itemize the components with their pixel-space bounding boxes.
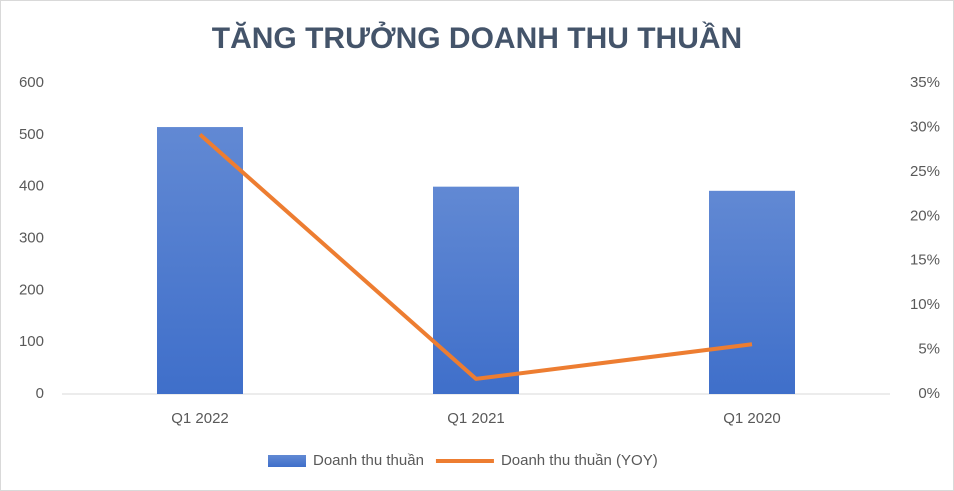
y2-tick-label: 0% — [918, 385, 940, 402]
y2-tick-label: 10% — [910, 296, 940, 313]
x-tick-label: Q1 2021 — [447, 410, 505, 427]
y-tick-label: 300 — [19, 229, 44, 246]
bar — [709, 190, 795, 394]
x-tick-label: Q1 2020 — [723, 410, 781, 427]
legend-swatch — [268, 455, 306, 467]
legend-label: Doanh thu thuần — [313, 452, 424, 469]
x-tick-label: Q1 2022 — [171, 410, 229, 427]
y-tick-label: 500 — [19, 126, 44, 143]
y2-tick-label: 30% — [910, 118, 940, 135]
y-tick-label: 200 — [19, 281, 44, 298]
line — [198, 133, 753, 381]
y-tick-label: 400 — [19, 178, 44, 195]
y2-tick-label: 5% — [918, 341, 940, 358]
y2-tick-label: 15% — [910, 252, 940, 269]
y2-tick-label: 35% — [910, 74, 940, 91]
y-tick-label: 100 — [19, 333, 44, 350]
bar — [433, 186, 519, 394]
bar — [157, 127, 243, 394]
y-tick-label: 600 — [19, 74, 44, 91]
y2-tick-label: 20% — [910, 207, 940, 224]
y-tick-label: 0 — [36, 385, 44, 402]
y2-tick-label: 25% — [910, 163, 940, 180]
legend-label: Doanh thu thuần (YOY) — [501, 452, 658, 469]
chart-title: TĂNG TRƯỞNG DOANH THU THUẦN — [212, 21, 742, 55]
